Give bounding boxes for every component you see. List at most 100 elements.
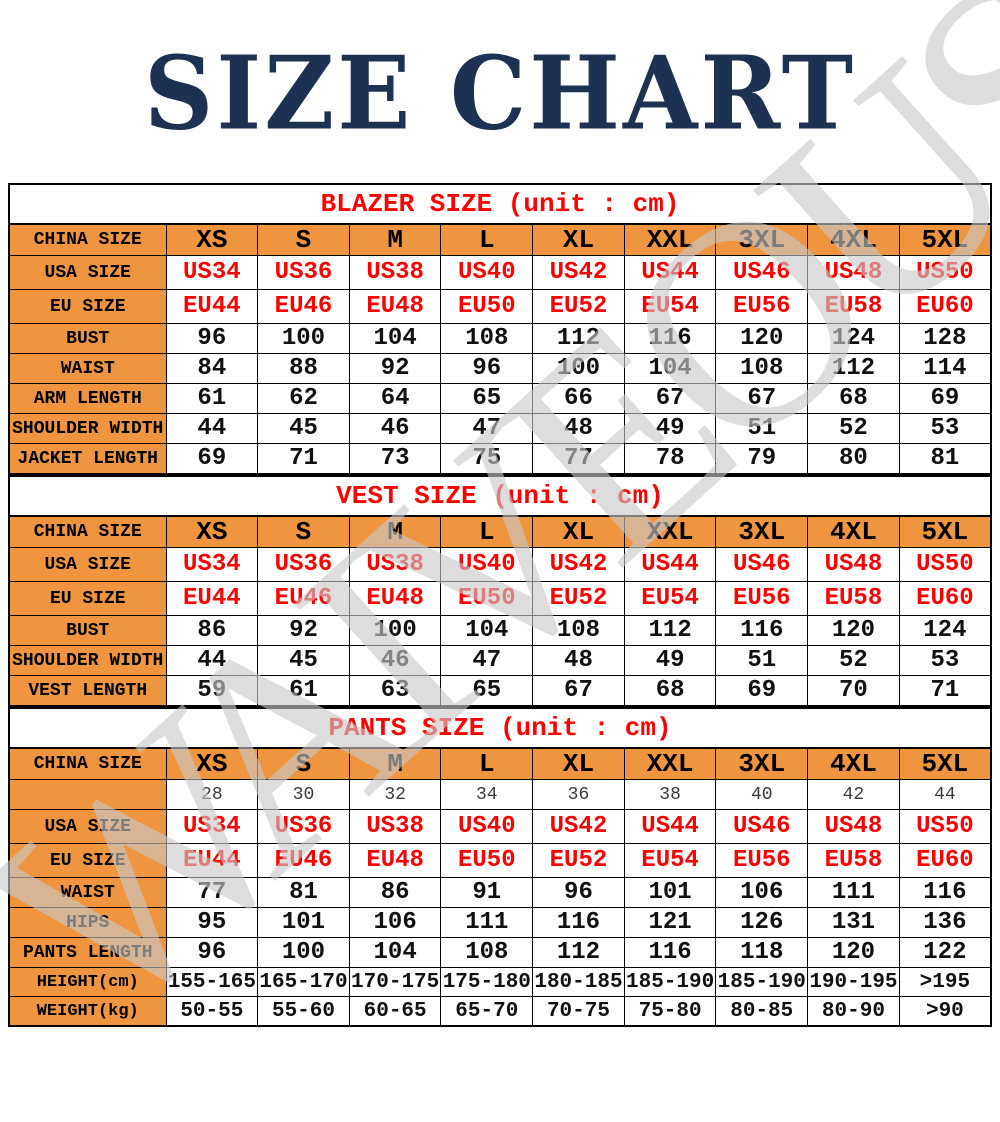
- table-cell: US36: [257, 255, 350, 290]
- table-cell: 96: [440, 353, 534, 384]
- table-row: USA SIZE US34 US36 US38 US40 US42 US44 US46 US48…: [8, 255, 992, 290]
- table-row: EU SIZE EU44 EU46 EU48 EU50 EU52 EU54 EU56 EU58 E…: [8, 289, 992, 324]
- table-cell: XL: [532, 223, 625, 256]
- table-row: CHINA SIZE XS S M L XL XXL 3XL 4XL 5XL: [8, 515, 992, 548]
- row-label: PANTS LENGTH: [8, 937, 167, 968]
- table-cell: EU58: [807, 843, 900, 878]
- table-cell: 100: [348, 615, 442, 646]
- table-cell: 67: [715, 383, 809, 414]
- table-cell: EU54: [623, 581, 717, 616]
- table-cell: 62: [257, 383, 350, 414]
- table-cell: 44: [165, 645, 259, 676]
- table-cell: 101: [623, 877, 717, 908]
- table-cell: US46: [715, 255, 809, 290]
- table-cell: M: [348, 223, 442, 256]
- row-label: HIPS: [8, 907, 167, 938]
- table-cell: EU46: [257, 581, 350, 616]
- row-label: BUST: [8, 615, 167, 646]
- table-cell: US36: [257, 547, 350, 582]
- row-label: EU SIZE: [8, 581, 167, 616]
- table-cell: EU52: [532, 289, 625, 324]
- table-cell: 65-70: [440, 996, 534, 1027]
- table-cell: 80-90: [807, 996, 900, 1027]
- table-cell: 95: [165, 907, 259, 938]
- table-cell: 170-175: [348, 967, 442, 997]
- table-cell: 70-75: [532, 996, 625, 1027]
- table-cell: S: [257, 747, 350, 780]
- table-cell: L: [440, 515, 534, 548]
- table-cell: XXL: [623, 515, 717, 548]
- table-cell: 3XL: [715, 515, 809, 548]
- table-cell: EU52: [532, 581, 625, 616]
- table-cell: 65: [440, 675, 534, 707]
- table-cell: XL: [532, 747, 625, 780]
- table-cell: US46: [715, 547, 809, 582]
- table-cell: 45: [257, 645, 350, 676]
- table-cell: 36: [532, 779, 625, 810]
- table-cell: 51: [715, 645, 809, 676]
- table-cell: 114: [898, 353, 992, 384]
- table-cell: 112: [532, 323, 625, 354]
- table-cell: 112: [807, 353, 900, 384]
- table-cell: 78: [623, 443, 717, 475]
- table-cell: US44: [623, 809, 717, 844]
- table-cell: 86: [165, 615, 259, 646]
- table-cell: 120: [807, 937, 900, 968]
- table-cell: 116: [623, 937, 717, 968]
- table-cell: 52: [807, 413, 900, 444]
- table-row: SHOULDER WIDTH 44 45 46 47 48 49 51 52 53: [8, 413, 992, 444]
- table-cell: 106: [715, 877, 809, 908]
- table-cell: 49: [623, 413, 717, 444]
- table-cell: 42: [807, 779, 900, 810]
- table-cell: XXL: [623, 747, 717, 780]
- table-cell: EU56: [715, 289, 809, 324]
- table-row: EU SIZE EU44 EU46 EU48 EU50 EU52 EU54 EU56 EU58 E…: [8, 581, 992, 616]
- table-cell: 80-85: [715, 996, 809, 1027]
- table-cell: 52: [807, 645, 900, 676]
- table-cell: US50: [898, 547, 992, 582]
- table-cell: 30: [257, 779, 350, 810]
- table-cell: 75-80: [623, 996, 717, 1027]
- table-cell: 108: [440, 323, 534, 354]
- section-title: VEST SIZE (unit : cm): [8, 475, 992, 517]
- section-title: PANTS SIZE (unit : cm): [8, 707, 992, 749]
- table-cell: US40: [440, 547, 534, 582]
- table-cell: 111: [807, 877, 900, 908]
- table-cell: 80: [807, 443, 900, 475]
- table-cell: 4XL: [807, 515, 900, 548]
- table-cell: 44: [165, 413, 259, 444]
- table-cell: EU60: [898, 843, 992, 878]
- table-cell: 68: [623, 675, 717, 707]
- table-cell: US44: [623, 255, 717, 290]
- table-cell: S: [257, 515, 350, 548]
- table-cell: 111: [440, 907, 534, 938]
- table-cell: 116: [898, 877, 992, 908]
- table-cell: >195: [898, 967, 992, 997]
- row-label: CHINA SIZE: [8, 223, 167, 256]
- table-cell: 77: [532, 443, 625, 475]
- table-cell: 47: [440, 645, 534, 676]
- table-cell: 3XL: [715, 747, 809, 780]
- table-cell: EU54: [623, 843, 717, 878]
- table-cell: 118: [715, 937, 809, 968]
- table-cell: 124: [898, 615, 992, 646]
- table-cell: 190-195: [807, 967, 900, 997]
- table-cell: EU56: [715, 843, 809, 878]
- table-cell: 65: [440, 383, 534, 414]
- table-cell: 53: [898, 413, 992, 444]
- table-cell: EU50: [440, 581, 534, 616]
- row-label: WAIST: [8, 877, 167, 908]
- table-cell: 67: [623, 383, 717, 414]
- table-cell: EU50: [440, 843, 534, 878]
- table-cell: 81: [898, 443, 992, 475]
- table-cell: 28: [165, 779, 259, 810]
- table-cell: 128: [898, 323, 992, 354]
- table-row: HIPS 95 101 106 111 116 121 126 131 136: [8, 907, 992, 938]
- row-label: [8, 779, 167, 810]
- table-row: JACKET LENGTH 69 71 73 75 77 78 79 80 81: [8, 443, 992, 475]
- table-cell: 116: [623, 323, 717, 354]
- section-title: BLAZER SIZE (unit : cm): [8, 183, 992, 225]
- table-cell: US36: [257, 809, 350, 844]
- row-label: HEIGHT(cm): [8, 967, 167, 997]
- row-label: SHOULDER WIDTH: [8, 645, 167, 676]
